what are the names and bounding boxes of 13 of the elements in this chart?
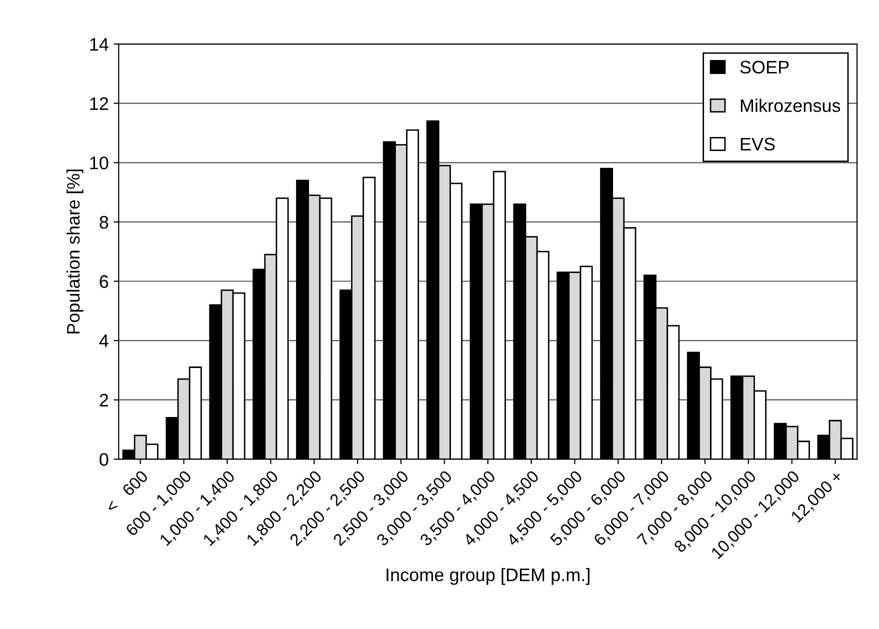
y-tick-label: 6 <box>100 275 108 288</box>
y-tick-label: 0 <box>100 453 108 466</box>
y-axis-title: Population share [%] <box>66 170 84 334</box>
legend-label: EVS <box>740 138 775 151</box>
y-tick-label: 14 <box>90 38 108 51</box>
y-tick-label: 12 <box>90 97 108 110</box>
legend-label: Mikrozensus <box>740 98 840 112</box>
y-tick-label: 4 <box>99 334 108 348</box>
legend-label: SOEP <box>740 60 789 74</box>
x-axis-title: Income group [DEM p.m.] <box>386 568 590 585</box>
y-tick-label: 2 <box>100 394 108 406</box>
y-tick-label: 8 <box>100 216 108 229</box>
y-tick-label: 10 <box>90 156 108 170</box>
